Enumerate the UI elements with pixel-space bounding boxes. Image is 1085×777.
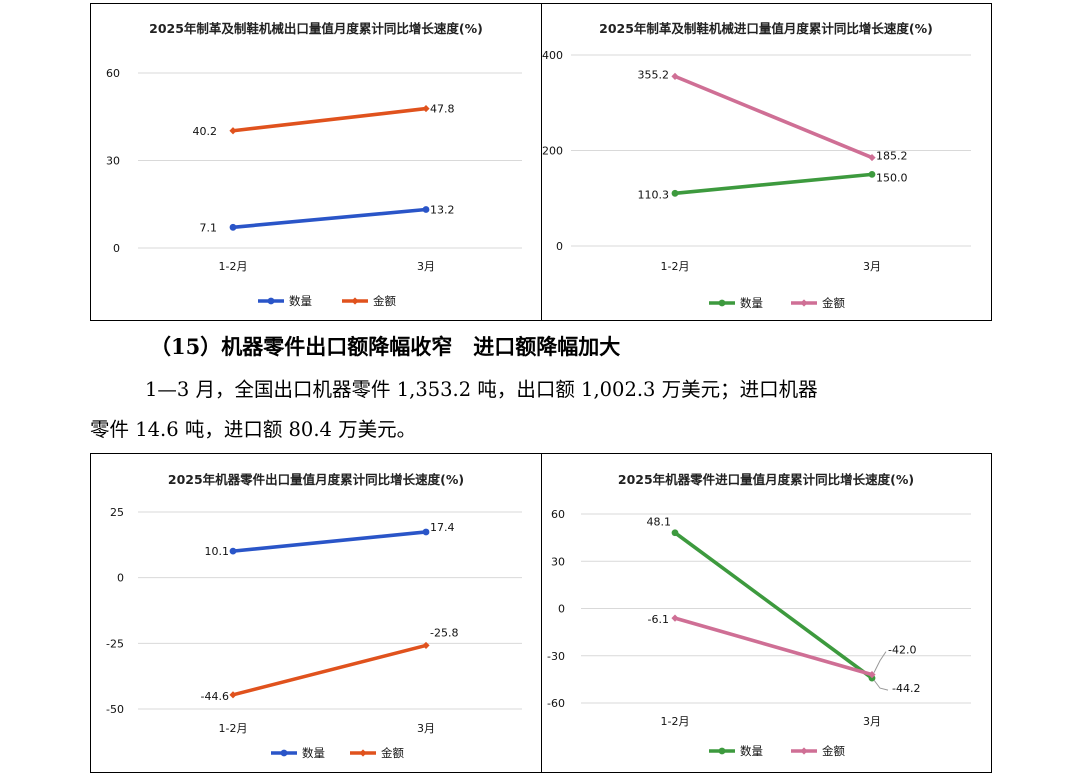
data-point [868, 170, 876, 178]
section-heading: （15）机器零件出口额降幅收窄 进口额降幅加大 [150, 334, 621, 359]
y-tick-label: 400 [542, 49, 563, 62]
data-label: 7.1 [200, 221, 218, 234]
data-label: 355.2 [638, 68, 670, 81]
legend-label: 金额 [381, 746, 404, 760]
data-label: 185.2 [876, 150, 908, 163]
data-point [671, 72, 679, 80]
y-tick-label: 200 [542, 145, 563, 158]
leader-line [873, 651, 887, 673]
data-label: 40.2 [193, 125, 218, 138]
chart-title: 2025年制革及制鞋机械出口量值月度累计同比增长速度(%) [149, 21, 483, 36]
data-point [422, 528, 430, 536]
chart-frame [541, 3, 992, 321]
x-tick-label: 1-2月 [661, 260, 690, 273]
data-label: -6.1 [648, 613, 669, 626]
data-point [671, 189, 679, 197]
legend-label: 金额 [822, 296, 845, 310]
data-label: 48.1 [647, 516, 672, 529]
data-point [671, 529, 679, 537]
y-tick-label: 0 [117, 572, 124, 585]
legend-label: 金额 [373, 294, 396, 308]
x-tick-label: 3月 [417, 260, 435, 273]
x-tick-label: 3月 [863, 260, 881, 273]
y-tick-label: 30 [106, 155, 120, 168]
legend-marker [800, 299, 808, 307]
x-tick-label: 1-2月 [219, 722, 248, 735]
data-label: 13.2 [430, 204, 455, 217]
x-tick-label: 3月 [863, 715, 881, 728]
legend-label: 金额 [822, 744, 845, 758]
export-chart-machine-parts: 2025年机器零件出口量值月度累计同比增长速度(%) -50 -25 0 25 1-2月… [90, 453, 542, 773]
series-line [231, 643, 428, 697]
legend-marker [351, 297, 359, 305]
import-chart-machine-parts: 2025年机器零件进口量值月度累计同比增长速度(%) -60 -30 0 30 60 1-… [541, 453, 992, 773]
legend-marker [718, 299, 726, 307]
series-line [231, 207, 428, 230]
legend-marker [800, 747, 808, 755]
legend-label: 数量 [302, 746, 325, 760]
y-tick-label: 30 [551, 555, 565, 568]
y-tick-label: 0 [556, 240, 563, 253]
data-label: 17.4 [430, 521, 455, 534]
data-label: -44.2 [892, 682, 920, 695]
y-tick-label: 60 [106, 67, 120, 80]
data-point [422, 104, 430, 113]
data-label: 150.0 [876, 171, 908, 184]
paragraph-line-2: 零件 14.6 吨，进口额 80.4 万美元。 [90, 418, 417, 441]
chart-title: 2025年机器零件进口量值月度累计同比增长速度(%) [618, 472, 914, 487]
legend-marker [718, 747, 726, 755]
chart-title: 2025年制革及制鞋机械进口量值月度累计同比增长速度(%) [599, 21, 933, 36]
data-point [868, 153, 876, 162]
data-label: 47.8 [430, 103, 455, 116]
y-tick-label: -25 [106, 637, 124, 650]
y-tick-label: 0 [558, 603, 565, 616]
leader-line [873, 679, 889, 691]
data-point [229, 223, 237, 231]
chart-frame [90, 3, 542, 321]
legend-marker [359, 749, 367, 757]
import-chart-shoe-machinery: 2025年制革及制鞋机械进口量值月度累计同比增长速度(%) 0 200 400 1-2… [541, 3, 992, 321]
y-tick-label: -30 [547, 650, 565, 663]
data-label: 110.3 [638, 188, 670, 201]
series-line [231, 106, 428, 133]
paragraph-line-1: 1—3 月，全国出口机器零件 1,353.2 吨，出口额 1,002.3 万美元… [145, 378, 818, 401]
y-tick-label: 60 [551, 508, 565, 521]
series-line [673, 616, 874, 677]
x-tick-label: 3月 [417, 722, 435, 735]
data-point [422, 206, 430, 213]
legend-marker [280, 749, 288, 757]
series-line [673, 530, 874, 680]
data-label: -25.8 [430, 626, 458, 639]
export-chart-shoe-machinery: 2025年制革及制鞋机械出口量值月度累计同比增长速度(%) 0 30 60 1-2月 3… [90, 3, 542, 321]
series-line [673, 172, 874, 196]
legend-label: 数量 [740, 744, 763, 758]
data-point [229, 547, 237, 555]
y-tick-label: -50 [106, 703, 124, 716]
chart-frame [541, 453, 992, 773]
x-tick-label: 1-2月 [219, 260, 248, 273]
series-line [231, 530, 428, 553]
y-tick-label: 0 [113, 242, 120, 255]
x-tick-label: 1-2月 [661, 715, 690, 728]
y-tick-label: 25 [110, 506, 124, 519]
y-tick-label: -60 [547, 697, 565, 710]
legend-label: 数量 [740, 296, 763, 310]
chart-title: 2025年机器零件出口量值月度累计同比增长速度(%) [168, 472, 464, 487]
chart-frame [90, 453, 542, 773]
legend-marker [267, 297, 275, 305]
data-label: -42.0 [888, 644, 916, 657]
series-line [673, 74, 874, 160]
data-label: -44.6 [201, 690, 229, 703]
legend-label: 数量 [289, 294, 312, 308]
data-label: 10.1 [205, 545, 230, 558]
